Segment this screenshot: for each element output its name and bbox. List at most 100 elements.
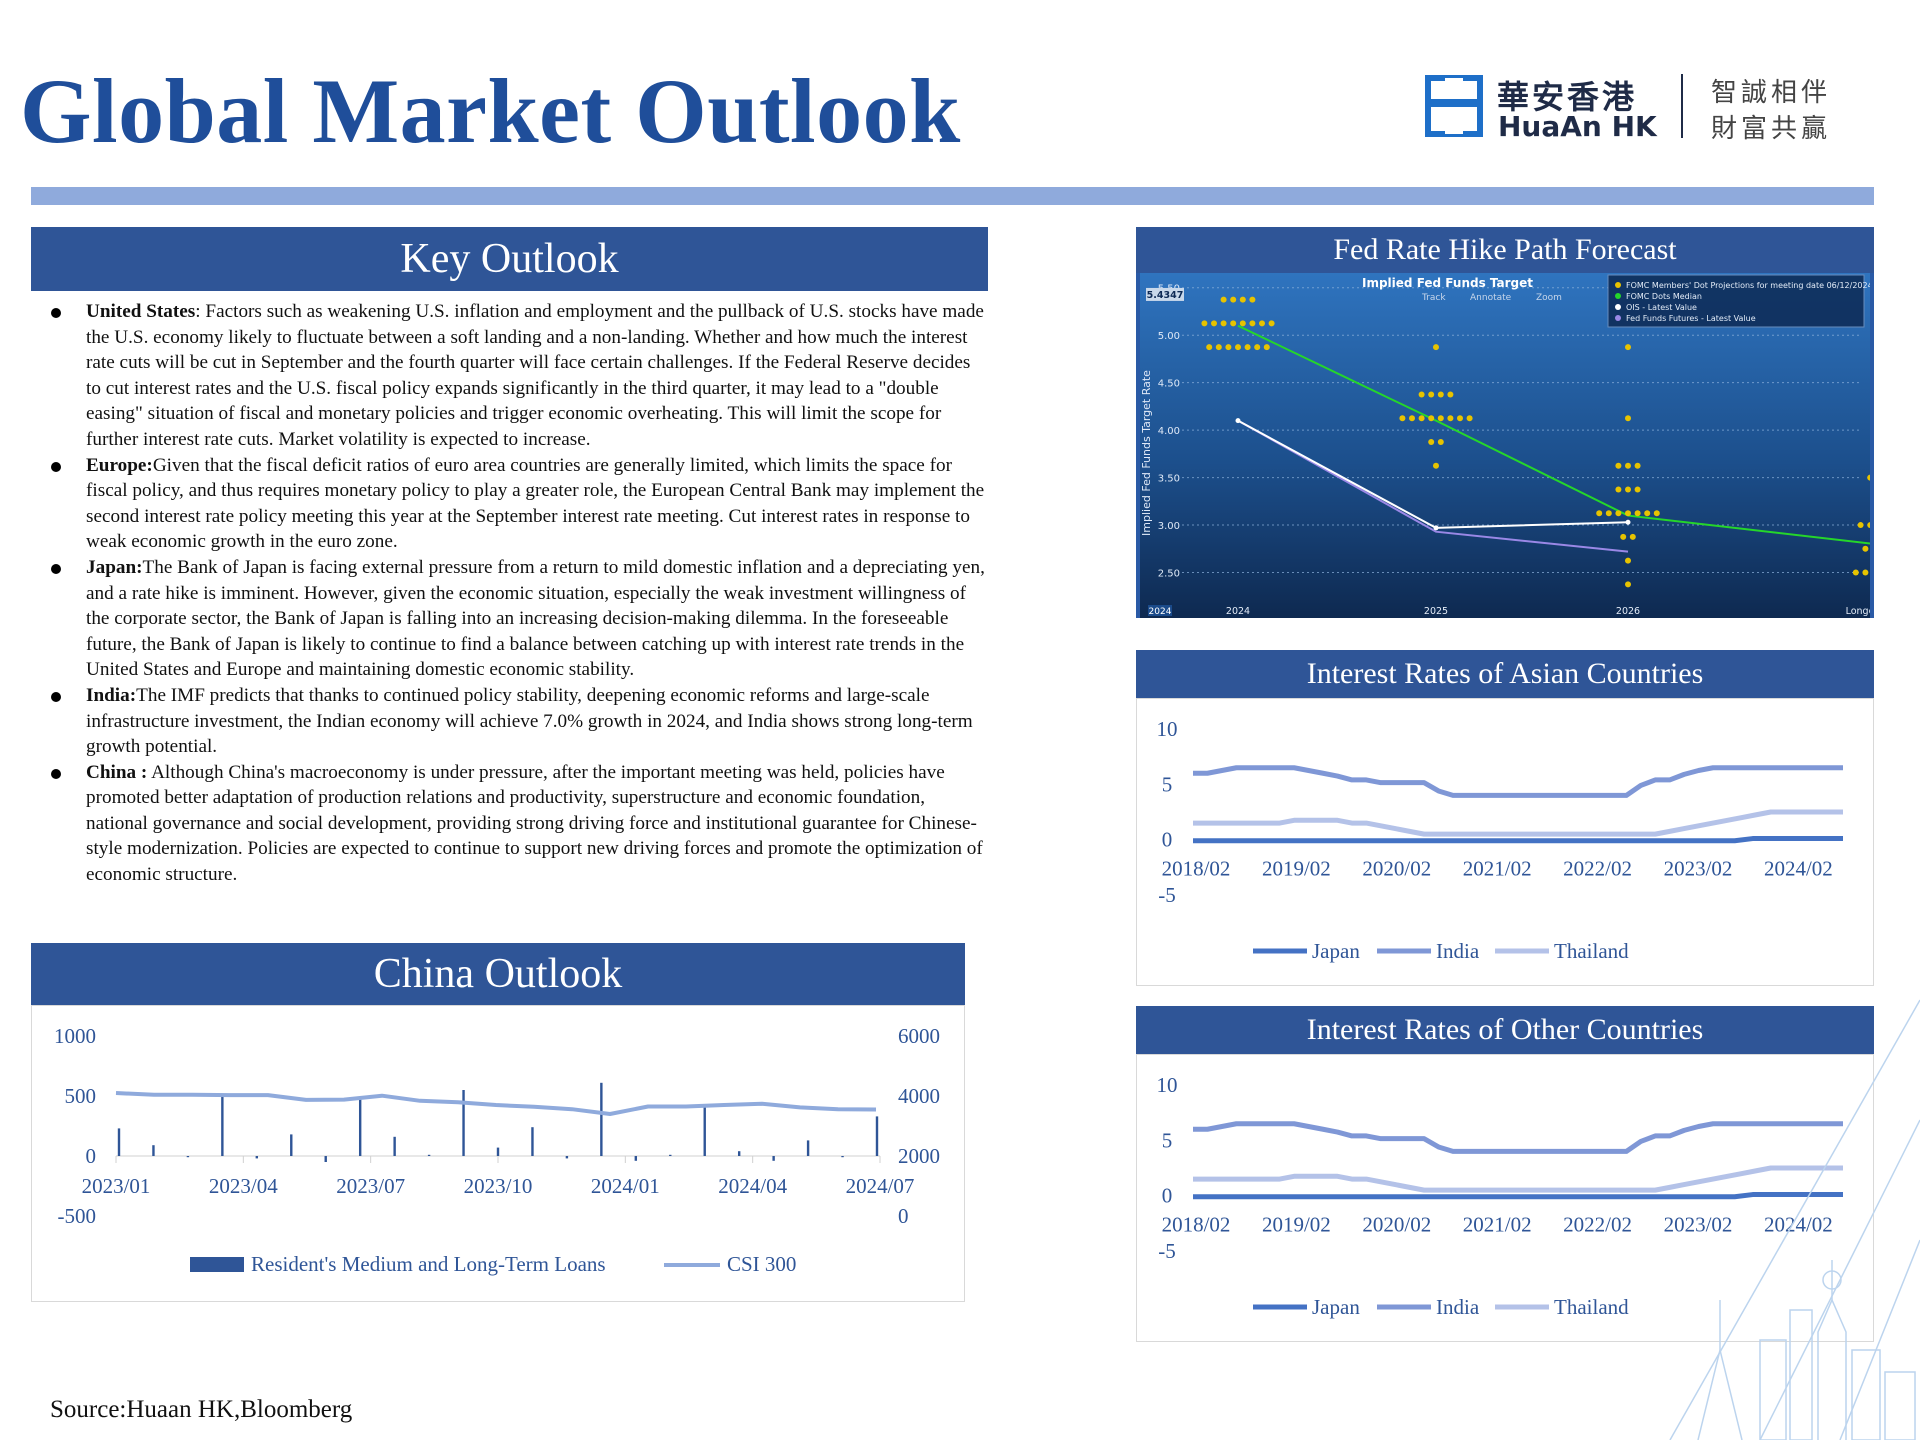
- fomc-dot: [1644, 510, 1651, 517]
- x-tick-label: 2022/02: [1563, 1213, 1632, 1237]
- y-left-tick-label: -500: [58, 1204, 97, 1228]
- company-logo: 華安香港 HuaAn HK 智誠相伴 財富共贏: [1425, 72, 1845, 144]
- x-tick-label: 2021/02: [1463, 857, 1532, 881]
- fomc-dot: [1615, 462, 1622, 469]
- fomc-dot: [1230, 320, 1237, 327]
- x-tick-label: 2019/02: [1262, 857, 1331, 881]
- logo-slogan-line-1: 智誠相伴: [1711, 78, 1832, 108]
- csi300-line: [115, 1091, 877, 1116]
- y-right-tick-label: 4000: [898, 1084, 940, 1108]
- outlook-item-china: China : Although China's macroeconomy is…: [40, 760, 990, 888]
- y-tick-label: 4.00: [1158, 426, 1180, 437]
- fed-forecast-header: Fed Rate Hike Path Forecast: [1136, 227, 1874, 273]
- legend-entry: FOMC Dots Median: [1626, 292, 1702, 301]
- y-tick-label: 5.00: [1158, 331, 1180, 342]
- outlook-item-label: Europe:: [86, 454, 153, 476]
- x-tick-label: 2024/02: [1764, 1213, 1833, 1237]
- outlook-item-label: India:: [86, 684, 137, 706]
- fomc-dot: [1620, 533, 1627, 540]
- legend-label-loans: Resident's Medium and Long-Term Loans: [251, 1252, 606, 1276]
- x-tick-label: 2024/01: [591, 1174, 660, 1198]
- bar-mark: [531, 1127, 534, 1156]
- page-title: Global Market Outlook: [20, 60, 961, 162]
- fomc-dot: [1625, 344, 1631, 351]
- bullet-icon: [51, 768, 61, 779]
- x-corner-box: [1148, 605, 1172, 616]
- bar-mark: [255, 1156, 259, 1159]
- x-tick-label: 2025: [1424, 606, 1448, 617]
- bar-mark: [427, 1154, 431, 1156]
- y-tick-label: 3.50: [1158, 474, 1180, 485]
- bar-mark: [875, 1116, 879, 1156]
- asian-rates-chart-box: 10 5 0 -5 2018/02 2019/02 2020/02 2021/02 2022/0…: [1136, 698, 1874, 986]
- bar-mark: [703, 1105, 706, 1156]
- y-right-tick-label: 6000: [898, 1024, 940, 1048]
- x-tick-label: 2024: [1226, 606, 1250, 617]
- bar-mark: [462, 1090, 465, 1156]
- x-tick-label: 2024/02: [1764, 857, 1833, 881]
- fomc-dot: [1625, 415, 1631, 422]
- bar-mark: [186, 1156, 190, 1158]
- bar-mark: [669, 1154, 672, 1156]
- legend-marker: [1615, 293, 1621, 299]
- india-rate-line: [1193, 1121, 1843, 1154]
- fomc-dot: [1418, 391, 1425, 398]
- y-tick-label: 2.50: [1158, 569, 1180, 580]
- y-right-tick-label: 2000: [898, 1144, 940, 1168]
- bar-mark: [152, 1145, 155, 1156]
- fomc-dot: [1428, 391, 1435, 398]
- x-tick-label: 2020/02: [1362, 1213, 1431, 1237]
- fomc-dot: [1634, 462, 1641, 469]
- bar-mark: [841, 1156, 844, 1158]
- fomc-dot: [1852, 569, 1859, 576]
- legend-label-csi300: CSI 300: [727, 1252, 796, 1276]
- x-tick-label: 2026: [1616, 606, 1640, 617]
- thailand-rate-line: [1193, 1165, 1843, 1193]
- fomc-dot: [1634, 510, 1641, 517]
- bar-mark: [290, 1134, 293, 1156]
- fomc-dot: [1625, 581, 1631, 588]
- outlook-item-united-states: United States: Factors such as weakening…: [40, 299, 990, 453]
- outlook-item-label: China :: [86, 761, 148, 783]
- y-tick-label: 4.50: [1158, 379, 1180, 390]
- outlook-item-europe: Europe:Given that the fiscal deficit rat…: [40, 453, 990, 555]
- x-corner-label: 2024: [1149, 607, 1172, 617]
- fomc-dot: [1220, 296, 1227, 303]
- fomc-dot: [1447, 415, 1454, 422]
- toolbar-zoom-button: Zoom: [1536, 293, 1562, 303]
- bar-mark: [324, 1156, 327, 1162]
- legend-entry: Fed Funds Futures - Latest Value: [1626, 314, 1756, 323]
- bar-mark: [565, 1156, 569, 1159]
- fomc-dot: [1428, 439, 1435, 445]
- fomc-dot: [1437, 391, 1444, 398]
- fomc-dot: [1254, 344, 1261, 351]
- legend-entry: FOMC Members' Dot Projections for meetin…: [1626, 281, 1870, 290]
- fomc-dot: [1629, 533, 1636, 540]
- legend-label-japan: Japan: [1312, 939, 1360, 963]
- y-right-tick-label: 0: [898, 1204, 909, 1228]
- y-left-tick-label: 0: [86, 1144, 97, 1168]
- fomc-dot: [1399, 415, 1406, 422]
- legend-box: [1607, 274, 1865, 328]
- fomc-dot: [1259, 320, 1265, 327]
- japan-rate-line: [1193, 1192, 1843, 1200]
- fomc-dot: [1615, 486, 1622, 493]
- bar-mark: [600, 1082, 603, 1156]
- outlook-item-text: The Bank of Japan is facing external pre…: [86, 556, 985, 681]
- x-tick-label: 2018/02: [1162, 857, 1231, 881]
- fomc-dot: [1215, 344, 1222, 351]
- fomc-dot: [1862, 545, 1869, 552]
- x-tick-label: Longer Term: [1846, 606, 1870, 617]
- bar-mark: [737, 1151, 741, 1156]
- fomc-dot: [1625, 557, 1631, 564]
- bar-mark: [358, 1099, 362, 1156]
- bar-mark: [772, 1156, 775, 1161]
- fomc-dot: [1625, 462, 1631, 469]
- y-tick-label: 5: [1162, 772, 1173, 796]
- china-outlook-chart-box: 1000 500 0 -500 6000 4000 2000 0 2023/01 2023/04 2…: [31, 1005, 965, 1302]
- fomc-dot: [1433, 462, 1439, 469]
- other-rates-header: Interest Rates of Other Countries: [1136, 1006, 1874, 1054]
- ois-point: [1235, 418, 1241, 424]
- bar-mark: [221, 1093, 224, 1156]
